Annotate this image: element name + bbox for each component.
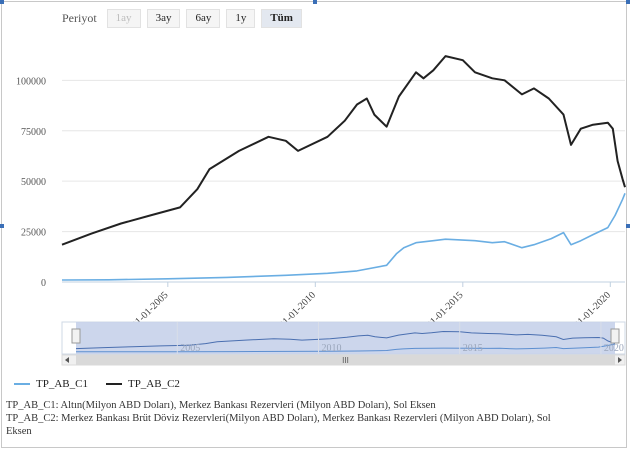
navigator-handle-left[interactable] [71,328,81,344]
range-selector: Periyot 1ay 3ay 6ay 1y Tüm [62,8,308,28]
range-button-1-year[interactable]: 1y [226,8,256,28]
legend-label-tp-ab-c2: TP_AB_C2 [127,378,180,390]
range-button-6-months[interactable]: 6ay [186,8,221,28]
navigator-line-tp-ab-c2 [75,330,616,350]
navigator-tick-label-0: 2005 [180,343,200,354]
y-tick-label-3: 75000 [21,127,46,138]
legend-swatch-tp-ab-c1 [14,383,30,385]
navigator-handle-right[interactable] [610,328,620,344]
navigator-tick-label-3: 2020 [604,343,624,354]
scrollbar-thumb[interactable] [76,355,615,365]
description-line-1: TP_AB_C1: Altın(Milyon ABD Doları), Merk… [6,400,436,411]
frame-handle-top-left [0,0,4,4]
series-line-tp-ab-c2 [61,55,626,246]
y-tick-label-1: 25000 [21,228,46,239]
range-button-all[interactable]: Tüm [261,8,302,28]
legend-item-tp-ab-c2[interactable]: TP_AB_C2 [105,378,180,390]
frame-handle-mid-right [626,224,630,228]
series-line-tp-ab-c1 [61,193,626,281]
frame-handle-top-center [313,0,317,4]
frame-handle-mid-left [0,224,4,228]
legend-label-tp-ab-c1: TP_AB_C1 [36,378,88,390]
period-label: Periyot [62,10,97,25]
navigator-selection [76,322,615,354]
legend-swatch-tp-ab-c2 [105,383,122,385]
y-tick-label-0: 0 [41,278,46,289]
scrollbar-grip: III [342,356,349,365]
navigator-line-tp-ab-c1 [76,343,616,353]
series-description: TP_AB_C1: Altın(Milyon ABD Doları), Merk… [6,399,566,438]
description-line-2: TP_AB_C2: Merkez Bankası Brüt Döviz Reze… [6,413,551,437]
legend-item-tp-ab-c1[interactable]: TP_AB_C1 [14,378,88,390]
legend: TP_AB_C1 TP_AB_C2 [14,378,198,390]
scrollbar-right-arrow-icon[interactable] [618,357,622,363]
frame-handle-top-right [626,0,630,4]
y-tick-label-2: 50000 [21,177,46,188]
range-button-1-month[interactable]: 1ay [106,8,141,28]
scrollbar-left-arrow-icon[interactable] [65,357,69,363]
range-button-3-months[interactable]: 3ay [146,8,181,28]
navigator-tick-label-2: 2015 [463,343,483,354]
navigator-tick-label-1: 2010 [322,343,342,354]
y-tick-label-4: 100000 [16,76,46,87]
